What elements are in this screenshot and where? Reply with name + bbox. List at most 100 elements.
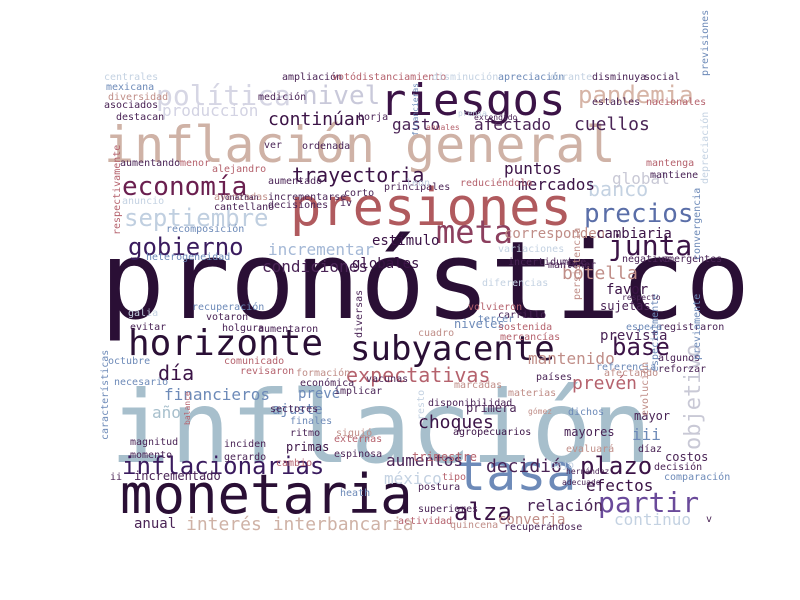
word-diferencias: diferencias <box>482 278 548 289</box>
word-espera: espera <box>626 322 662 333</box>
word-galia: galia <box>128 308 158 319</box>
word-extendido: extendido <box>474 113 518 122</box>
word-trimestre: trimestre <box>412 450 477 464</box>
word-quincena: quincena <box>450 520 498 531</box>
word-momento: momento <box>130 450 172 461</box>
word-partir: partir <box>598 486 699 519</box>
word-necesario: necesario <box>114 377 168 388</box>
word-nacionales: nacionales <box>646 97 706 108</box>
word-base: base <box>612 333 670 361</box>
word-preven: prevén <box>572 373 637 394</box>
word-converja: converja <box>498 512 565 528</box>
word-ordenada: ordenada <box>302 141 350 152</box>
word-mantenido: mantenido <box>528 349 615 368</box>
word-distanciamiento: distanciamiento <box>356 72 446 83</box>
word-bajo: bajo <box>550 460 574 471</box>
word-favor: favor <box>606 282 648 298</box>
word-mexicana: mexicana <box>106 82 154 93</box>
word-primera: primera <box>466 401 517 415</box>
word-incrementarse: incrementarse <box>268 192 346 203</box>
word-globales: globales <box>352 256 419 272</box>
word-efectos: efectos <box>586 476 653 495</box>
word-diaz: díaz <box>638 443 662 455</box>
word-previamente: previamente <box>692 294 703 360</box>
word-incrementar: incrementar <box>268 240 374 259</box>
word-riesgos: riesgos <box>380 75 565 126</box>
word-mantiene: mantiene <box>650 170 698 181</box>
word-sostenida: sostenida <box>498 322 552 333</box>
word-niveles: niveles <box>454 317 505 331</box>
word-ano: año <box>152 403 181 422</box>
word-holgura: holgura <box>222 323 264 334</box>
word-iii: iii <box>632 425 661 444</box>
word-cambio: cambio <box>276 458 312 469</box>
word-comunicado: comunicado <box>224 356 284 367</box>
word-sujetas: sujetas <box>600 299 651 313</box>
word-anuales: anuales <box>426 123 460 132</box>
word-botella: botella <box>562 263 638 284</box>
word-negativa: negativa <box>622 254 670 265</box>
word-apreciacion: apreciación <box>498 71 564 83</box>
word-afectado: afectado <box>474 115 551 134</box>
word-decidio: decidió <box>486 456 562 477</box>
word-decision: decisión <box>654 461 702 473</box>
word-gasto: gasto <box>392 115 440 134</box>
word-objetivo: objetivo <box>681 344 706 450</box>
word-aumentando: aumentando <box>120 158 180 169</box>
word-v: v <box>706 514 712 525</box>
word-heterogeneidad: heterogeneidad <box>146 252 230 263</box>
word-corto: corto <box>344 188 374 199</box>
word-tipo: tipo <box>442 472 466 483</box>
word-reduciendolo: reduciéndolo <box>460 177 532 189</box>
word-actividad: actividad <box>398 516 452 527</box>
word-gobierno: gobierno <box>128 233 244 261</box>
word-alejandro: alejandro <box>212 164 266 175</box>
word-paises: países <box>536 371 572 383</box>
word-centrales: centrales <box>104 72 158 83</box>
word-trayectoria: trayectoria <box>292 163 424 187</box>
word-septiembre: septiembre <box>124 204 269 232</box>
word-economia: economía <box>122 172 247 202</box>
word-gomez: gómez <box>528 406 552 416</box>
word-materias: materias <box>508 388 556 399</box>
word-tercer: tercer <box>478 314 514 325</box>
word-tasa: tasa <box>456 444 576 502</box>
word-financieras: financieras <box>411 83 420 136</box>
word-cuellos: cuellos <box>574 114 650 135</box>
word-iv: iv <box>340 198 352 209</box>
word-inflacion-general: inflación general <box>104 116 616 174</box>
word-dichos: dichos <box>568 407 604 418</box>
word-adecuado: adecuado <box>562 478 601 487</box>
word-evolucion: evolución <box>639 362 651 416</box>
word-recuperandose: recuperándose <box>504 521 582 533</box>
word-relacion: relación <box>526 496 603 515</box>
word-algunos: algunos <box>658 353 700 364</box>
word-asociados: asociados <box>104 100 158 111</box>
word-respectivamente: respectivamente <box>112 145 123 235</box>
word-persistencia: persistencia <box>572 228 583 300</box>
word-aumentaron: aumentaron <box>258 324 318 335</box>
word-jonathan: jonathan <box>220 193 259 202</box>
word-externas: externas <box>334 434 382 445</box>
word-mercancias: mercancías <box>500 331 560 343</box>
word-ii: ii <box>110 472 122 483</box>
word-global: global <box>612 169 670 188</box>
word-anual: anual <box>134 516 176 532</box>
word-produccion: producción <box>162 101 258 120</box>
word-depreciacion: depreciación <box>699 112 711 184</box>
word-monetaria: monetaria <box>120 463 413 526</box>
word-ampliacion: ampliación <box>282 71 342 83</box>
word-disminucion: disminución <box>432 71 498 83</box>
word-meta: meta <box>436 213 513 251</box>
word-ritmo: ritmo <box>290 428 320 439</box>
word-presiones: presiones <box>290 178 572 238</box>
word-interes-interbancaria: interés interbancaria <box>186 514 414 535</box>
word-economica: económica <box>300 377 354 389</box>
word-incertidumbre: incertidumbre <box>508 257 586 268</box>
word-medicion: medición <box>258 91 306 103</box>
word-resto: resto <box>416 390 427 420</box>
word-continuan: continúan <box>268 109 366 130</box>
word-mayor: mayor <box>634 409 670 423</box>
